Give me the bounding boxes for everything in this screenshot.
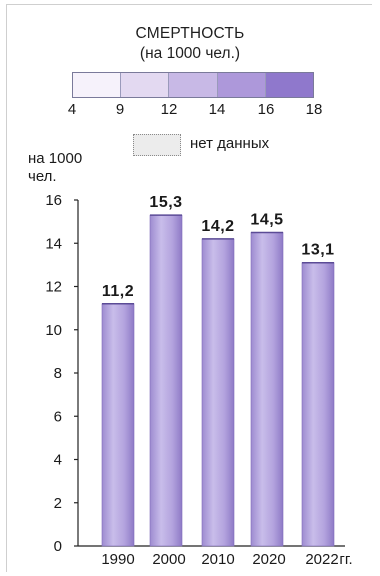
y-tick-label: 6 [54,408,62,425]
y-tick-label: 2 [54,495,62,512]
no-data-label: нет данных [190,135,270,152]
y-tick-label: 0 [54,538,62,555]
y-tick-label: 14 [45,235,62,252]
y-axis-unit-line1: на 1000 [28,150,83,167]
scale-segment-2 [121,73,170,97]
no-data-swatch [133,134,181,156]
value-label-1990: 11,2 [102,283,134,300]
x-tick-label-2010: 2010 [201,551,234,568]
scale-label-4: 14 [208,101,226,118]
x-tick-label-2000: 2000 [152,551,185,568]
scale-segment-3 [169,73,218,97]
x-axis-suffix: гг. [339,551,352,568]
scale-label-3: 12 [160,101,178,118]
scale-label-1: 4 [67,101,77,118]
legend-title: СМЕРТНОСТЬ [135,25,245,42]
y-tick-label: 12 [45,279,62,296]
chart-frame [6,4,372,572]
y-axis-unit-line2: чел. [28,168,57,185]
value-label-2000: 15,3 [149,194,182,211]
legend-subtitle: (на 1000 чел.) [139,45,241,62]
x-tick-label-2022: 2022 [305,551,338,568]
scale-segment-1 [73,73,122,97]
scale-label-5: 16 [257,101,275,118]
y-tick-label: 10 [45,322,62,339]
bar-2022 [301,262,335,547]
y-tick-label: 4 [54,452,62,469]
scale-label-6: 18 [305,101,323,118]
scale-segment-5 [265,73,314,97]
color-scale [72,72,314,98]
scale-label-2: 9 [115,101,125,118]
value-label-2022: 13,1 [301,242,334,259]
value-label-2020: 14,5 [250,211,283,228]
bar-2010 [201,238,235,547]
bar-2020 [250,232,284,547]
bar-2000 [149,214,183,547]
bar-1990 [101,303,135,547]
y-tick-label: 8 [54,365,62,382]
x-tick-label-1990: 1990 [101,551,134,568]
x-tick-label-2020: 2020 [252,551,285,568]
value-label-2010: 14,2 [201,218,234,235]
scale-segment-4 [217,73,266,97]
y-tick-label: 16 [45,192,62,209]
